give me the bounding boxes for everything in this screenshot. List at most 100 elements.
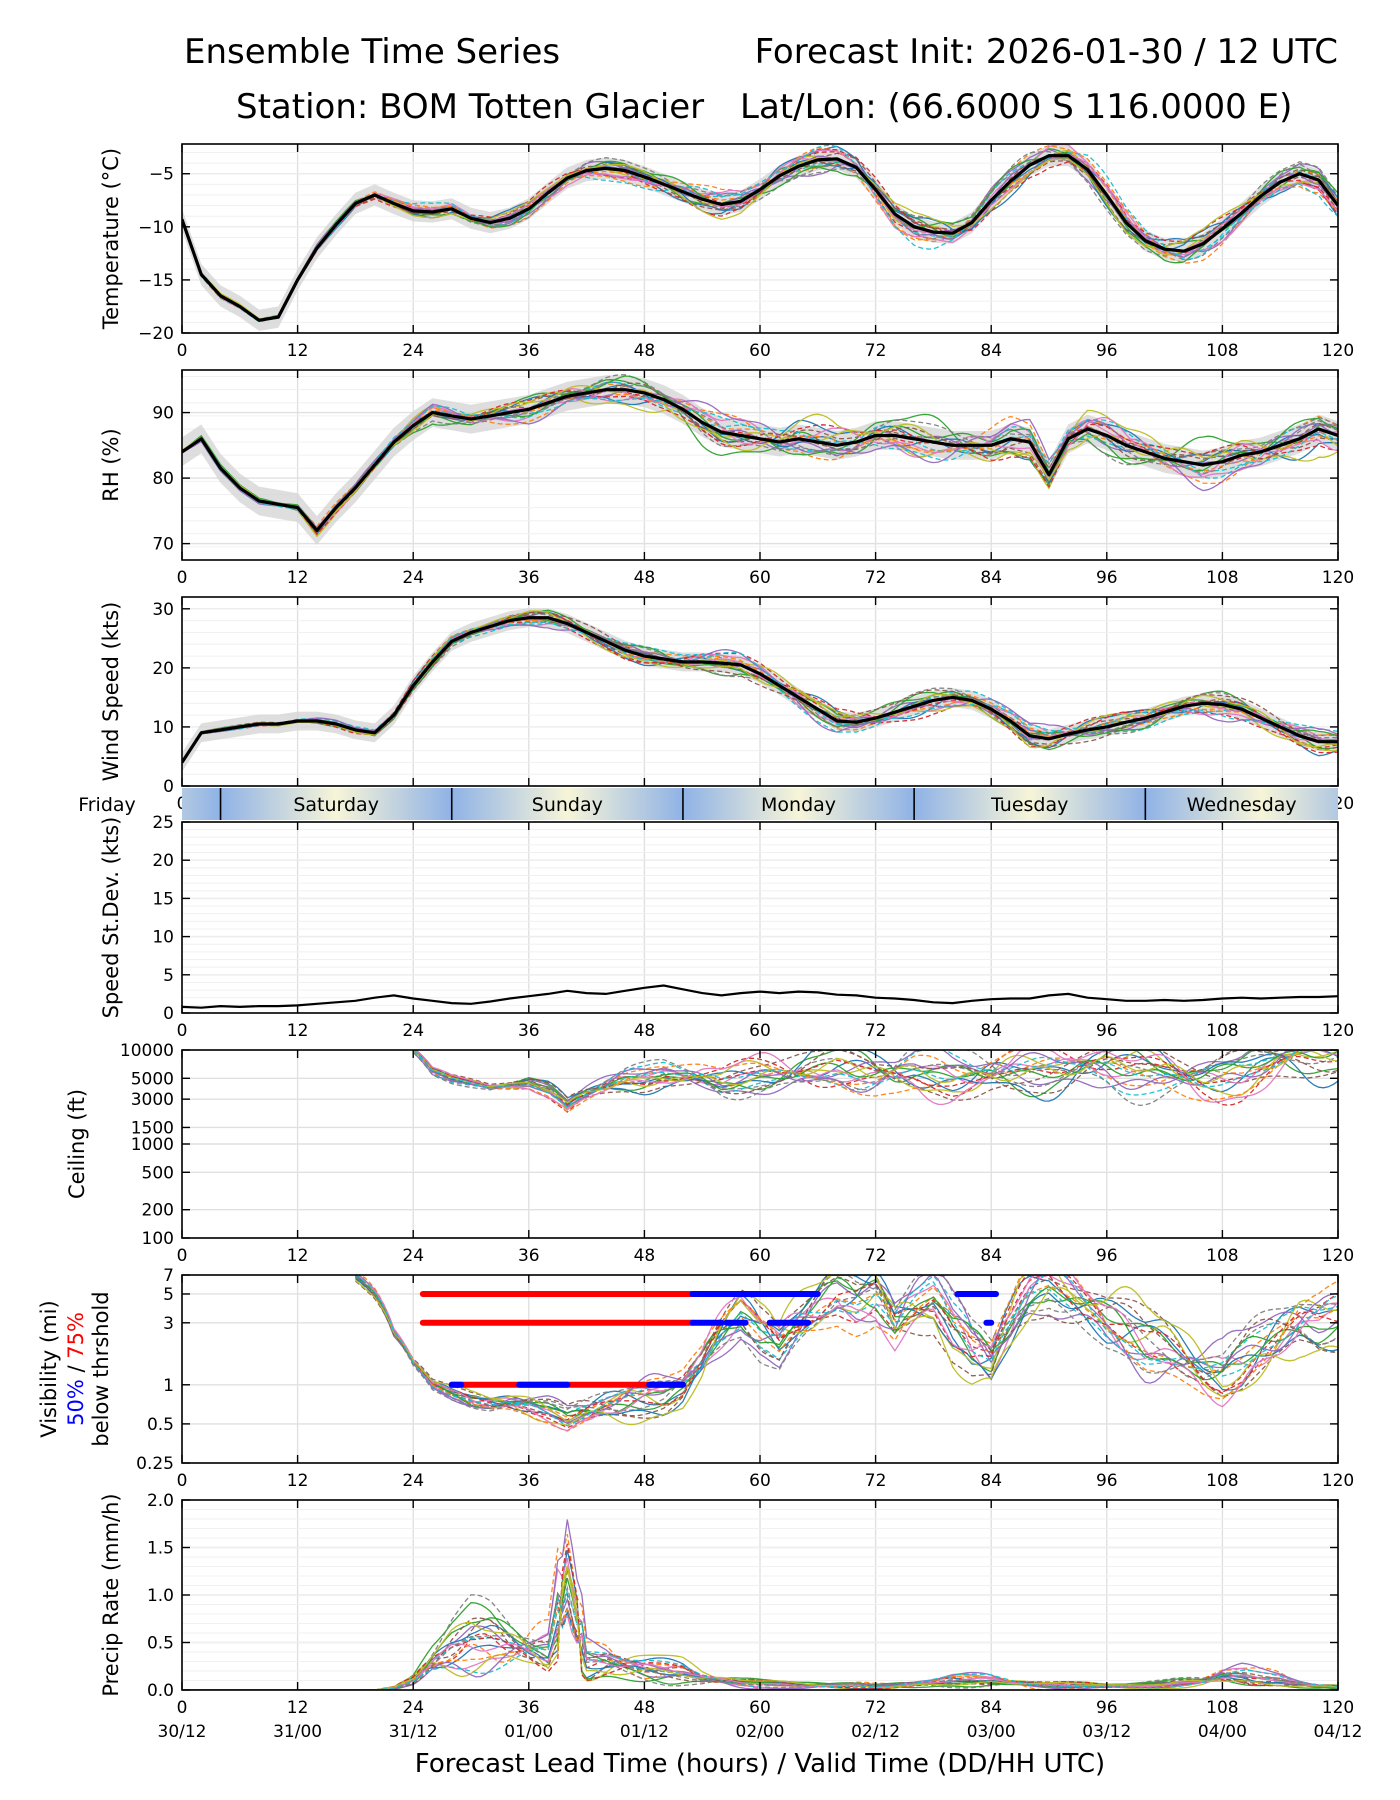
xtick-label-precip: 84: [980, 1698, 1002, 1718]
ytick-label-ceiling: 3000: [131, 1090, 174, 1110]
stdev-line: [182, 984, 1338, 1009]
xtick-label-precip: 36: [518, 1698, 540, 1718]
valid-time-label: 04/00: [1198, 1722, 1247, 1742]
valid-time-label: 02/12: [851, 1722, 900, 1742]
xtick-label-speed_stdev: 72: [865, 1021, 887, 1041]
member-line-visibility: [354, 1275, 1338, 1417]
valid-time-label: 31/00: [273, 1722, 322, 1742]
xtick-label-visibility: 12: [287, 1471, 309, 1491]
ylabel-ceiling: Ceiling (ft): [65, 1089, 89, 1199]
member-line-visibility: [354, 1275, 1338, 1412]
valid-time-label: 02/00: [736, 1722, 785, 1742]
ytick-label-speed_stdev: 15: [152, 889, 174, 909]
day-band-fill: [914, 788, 1146, 820]
ytick-label-ceiling: 1000: [131, 1135, 174, 1155]
member-line-ceiling: [412, 1050, 1338, 1114]
ytick-label-precip: 0.0: [147, 1681, 174, 1701]
xtick-label-temperature: 72: [865, 341, 887, 361]
panel-temperature: −20 −15 −10 −5 0 12 24 36 48 60 72 84 96 108 120 Temper…: [99, 143, 1354, 361]
day-band-fill: [1145, 788, 1338, 820]
ylabel-visibility: Visibility (mi): [37, 1300, 61, 1437]
xtick-label-speed_stdev: 24: [402, 1021, 424, 1041]
ylabel-visibility-probabilities: 50% / 75%: [64, 1312, 88, 1426]
xtick-label-rh: 36: [518, 568, 540, 588]
xtick-label-temperature: 96: [1096, 341, 1118, 361]
ytick-label-rh: 90: [152, 404, 174, 424]
ytick-label-temperature: −20: [138, 324, 174, 344]
ensemble-mean-line-temperature: [182, 154, 1338, 322]
valid-time-label: 01/00: [504, 1722, 553, 1742]
xtick-label-speed_stdev: 0: [177, 1021, 188, 1041]
ytick-label-wind_speed: 10: [152, 718, 174, 738]
day-label-saturday: Saturday: [293, 794, 379, 816]
day-band-fill: [220, 788, 452, 820]
ytick-label-precip: 0.5: [147, 1634, 174, 1654]
day-label-tuesday: Tuesday: [990, 794, 1068, 816]
xtick-label-visibility: 48: [634, 1471, 656, 1491]
xtick-label-precip: 108: [1206, 1698, 1238, 1718]
xtick-label-precip: 72: [865, 1698, 887, 1718]
xtick-label-ceiling: 60: [749, 1246, 771, 1266]
xtick-label-ceiling: 48: [634, 1246, 656, 1266]
ylabel-speed_stdev: Speed St.Dev. (kts): [99, 817, 123, 1019]
panel-speed_stdev: 0 5 10 15 20 25 0 12 24 36 48 60 72 84 96 108 120 Speed S…: [99, 813, 1354, 1041]
xtick-label-speed_stdev: 84: [980, 1021, 1002, 1041]
ylabel-sep: /: [64, 1359, 88, 1379]
xtick-label-rh: 96: [1096, 568, 1118, 588]
member-line-precip: [182, 1565, 1338, 1690]
day-band: Friday Saturday Sunday Monday Tuesday Wednesd…: [78, 788, 1338, 820]
valid-time-label: 30/12: [158, 1722, 207, 1742]
member-line-ceiling: [412, 1050, 1338, 1111]
xtick-label-rh: 12: [287, 568, 309, 588]
ytick-label-wind_speed: 20: [152, 659, 174, 679]
day-band-fill: [682, 788, 915, 820]
ytick-label-temperature: −15: [138, 271, 174, 291]
ytick-label-visibility: 7: [163, 1266, 174, 1286]
ytick-label-visibility: 3: [163, 1314, 174, 1334]
day-band-fill: [182, 788, 221, 820]
xtick-label-temperature: 36: [518, 341, 540, 361]
member-line-temperature: [182, 148, 1338, 321]
xtick-label-rh: 24: [402, 568, 424, 588]
xtick-label-speed_stdev: 36: [518, 1021, 540, 1041]
plot-area-temperature: [182, 144, 1338, 331]
member-line-ceiling: [412, 1050, 1338, 1104]
member-line-ceiling: [412, 1050, 1338, 1106]
xtick-label-temperature: 48: [634, 341, 656, 361]
ytick-label-wind_speed: 0: [163, 777, 174, 797]
xtick-label-temperature: 84: [980, 341, 1002, 361]
xtick-label-speed_stdev: 120: [1322, 1021, 1354, 1041]
xtick-label-rh: 108: [1206, 568, 1238, 588]
xtick-label-temperature: 0: [177, 341, 188, 361]
member-line-visibility: [355, 1276, 1338, 1415]
valid-time-label: 01/12: [620, 1722, 669, 1742]
member-line-visibility: [355, 1275, 1338, 1414]
plot-area-ceiling: [412, 1050, 1338, 1114]
xtick-label-ceiling: 36: [518, 1246, 540, 1266]
ylabel-rh: RH (%): [99, 428, 123, 501]
ytick-label-speed_stdev: 20: [152, 851, 174, 871]
xtick-label-precip: 96: [1096, 1698, 1118, 1718]
ytick-label-ceiling: 100: [142, 1229, 174, 1249]
spread-band-temperature: [182, 145, 1338, 331]
xtick-label-visibility: 72: [865, 1471, 887, 1491]
xtick-label-ceiling: 120: [1322, 1246, 1354, 1266]
ylabel-75pct: 75%: [64, 1312, 88, 1359]
title-right: Forecast Init: 2026-01-30 / 12 UTC: [754, 32, 1338, 72]
xtick-label-ceiling: 108: [1206, 1246, 1238, 1266]
ytick-label-visibility: 1: [163, 1376, 174, 1396]
xtick-label-precip: 24: [402, 1698, 424, 1718]
xtick-label-speed_stdev: 48: [634, 1021, 656, 1041]
panel-rh: 70 80 90 0 12 24 36 48 60 72 84 96 108 120 RH (%): [99, 369, 1354, 588]
xtick-label-temperature: 108: [1206, 341, 1238, 361]
plot-area-rh: [182, 374, 1338, 545]
xtick-label-rh: 120: [1322, 568, 1354, 588]
ytick-label-visibility: 0.25: [136, 1454, 174, 1474]
xtick-label-rh: 60: [749, 568, 771, 588]
plot-area-speed_stdev: [182, 984, 1338, 1009]
ytick-label-precip: 1.0: [147, 1586, 174, 1606]
ytick-label-ceiling: 10000: [120, 1041, 174, 1061]
